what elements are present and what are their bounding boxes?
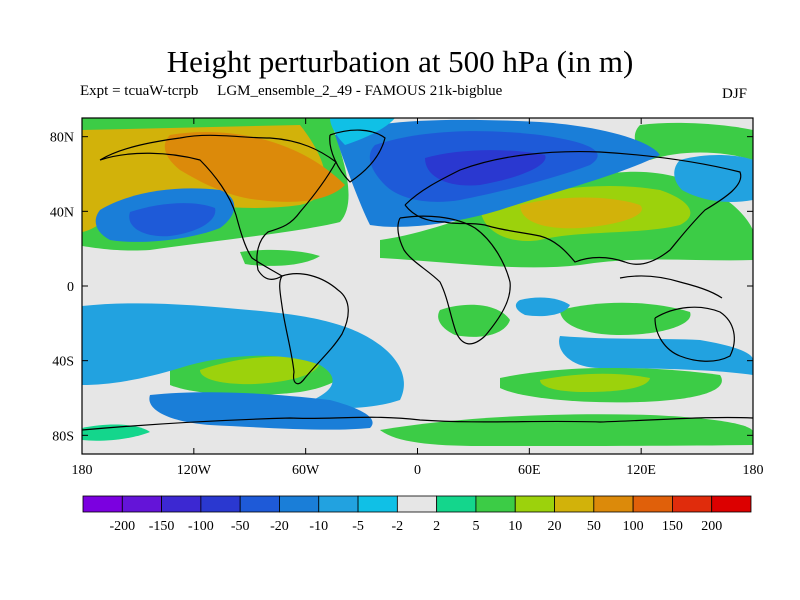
colorbar-swatch — [200, 495, 241, 513]
southern-low-east — [559, 336, 753, 375]
experiment-subtitle: Expt = tcuaW-tcrpb LGM_ensemble_2_49 - F… — [80, 83, 503, 99]
colorbar-label: -100 — [188, 519, 214, 534]
colorbar-label: 2 — [433, 519, 440, 534]
colorbar-swatch — [121, 495, 162, 513]
eurasia-low-core — [425, 150, 546, 186]
colorbar-label: -50 — [231, 519, 250, 534]
x-tick-label: 60E — [518, 463, 541, 478]
coast-antarctica — [82, 416, 753, 431]
colorbar-label: 5 — [472, 519, 479, 534]
y-tick-label: 80S — [52, 429, 74, 444]
colorbar: -200 -150 -100 -50 -20 -10 -5 -2 2 5 10 20 50 100 150 2… — [82, 495, 752, 534]
season-label: DJF — [722, 86, 748, 102]
colorbar-label: 10 — [508, 519, 522, 534]
axis-ticks: 180 120W 60W 0 60E 120E 180 80N 40N 0 40S 80S — [50, 118, 764, 478]
x-tick-label: 180 — [72, 463, 93, 478]
colorbar-swatch — [593, 495, 634, 513]
coastlines — [82, 129, 753, 431]
asia-high-core — [520, 197, 642, 229]
colorbar-swatch — [239, 495, 280, 513]
colorbar-swatch — [82, 495, 123, 513]
colorbar-swatch — [357, 495, 398, 513]
coast-south-america — [279, 273, 349, 385]
colorbar-label: 50 — [587, 519, 601, 534]
colorbar-label: 200 — [701, 519, 722, 534]
colorbar-swatch — [396, 495, 438, 513]
colorbar-swatch — [632, 495, 673, 513]
colorbar-swatch — [161, 495, 202, 513]
colorbar-swatch — [475, 495, 516, 513]
coast-australia — [654, 306, 735, 362]
indian-ocean-high — [560, 302, 691, 335]
colorbar-swatch — [436, 495, 477, 513]
south-africa-high — [438, 304, 510, 337]
x-tick-label: 120W — [177, 463, 212, 478]
x-tick-label: 0 — [414, 463, 421, 478]
colorbar-label: 20 — [548, 519, 562, 534]
colorbar-swatch — [514, 495, 555, 513]
southern-ocean-high-inner — [540, 373, 650, 392]
colorbar-swatch — [711, 495, 752, 513]
nh-high-core — [164, 132, 345, 202]
coast-indonesia — [619, 275, 723, 299]
colorbar-label: -10 — [309, 519, 328, 534]
coast-greenland — [329, 129, 386, 183]
pacific-low-core — [129, 203, 216, 237]
y-tick-label: 0 — [67, 280, 74, 295]
colorbar-swatch — [318, 495, 359, 513]
colorbar-swatch — [279, 495, 320, 513]
x-tick-label: 60W — [292, 463, 320, 478]
field-layer — [82, 118, 753, 454]
colorbar-label: -200 — [109, 519, 135, 534]
colorbar-label: -150 — [149, 519, 175, 534]
y-tick-label: 40S — [52, 355, 74, 370]
colorbar-label: -20 — [270, 519, 289, 534]
antarctic-low — [149, 392, 373, 430]
y-tick-label: 80N — [50, 131, 74, 146]
x-tick-label: 180 — [743, 463, 764, 478]
south-atlantic-high-core — [200, 356, 320, 385]
indian-low — [515, 297, 570, 317]
colorbar-swatch — [672, 495, 713, 513]
y-tick-label: 40N — [50, 205, 74, 220]
caribbean-high — [240, 249, 320, 266]
coast-europe-asia — [404, 150, 742, 265]
chart-title: Height perturbation at 500 hPa (in m) — [166, 44, 634, 79]
colorbar-label: 150 — [662, 519, 683, 534]
colorbar-swatch — [554, 495, 595, 513]
colorbar-label: -2 — [392, 519, 404, 534]
x-tick-label: 120E — [626, 463, 656, 478]
coast-africa — [397, 215, 511, 345]
coast-north-america — [99, 134, 337, 280]
southern-low-band — [82, 303, 404, 409]
arctic-low-tip — [330, 118, 395, 145]
colorbar-label: -5 — [352, 519, 364, 534]
pacific-north-high — [634, 122, 753, 160]
colorbar-label: 100 — [623, 519, 644, 534]
